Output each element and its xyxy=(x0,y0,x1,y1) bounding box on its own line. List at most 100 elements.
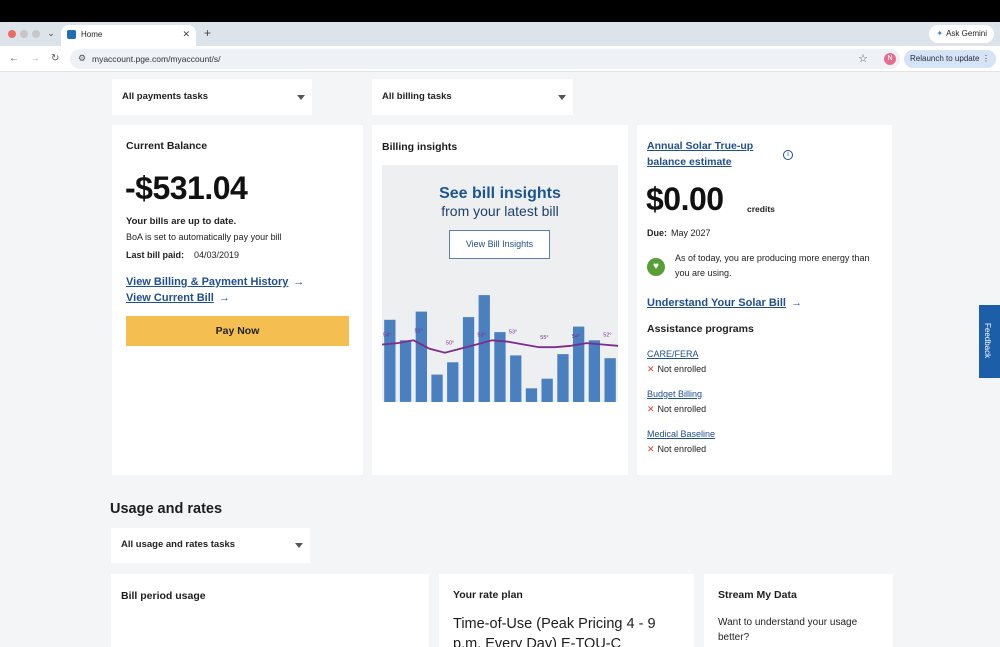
usage-bar xyxy=(573,326,585,402)
pge-favicon-icon xyxy=(67,30,76,39)
usage-tasks-label: All usage and rates tasks xyxy=(121,539,236,550)
balance-amount: -$531.04 xyxy=(125,170,248,206)
assistance-title: Assistance programs xyxy=(647,323,754,335)
understand-solar-bill-link[interactable]: Understand Your Solar Bill → xyxy=(647,297,802,309)
temperature-line xyxy=(382,339,618,354)
tab-title: Home xyxy=(81,30,103,39)
billing-insights-card: Billing insights See bill insights from … xyxy=(372,125,628,475)
card-title: Stream My Data xyxy=(718,589,797,601)
temperature-label: 51° xyxy=(415,328,423,334)
card-title: Your rate plan xyxy=(453,589,523,601)
solar-trueup-link[interactable]: Annual Solar True-up xyxy=(647,140,754,152)
tab-strip: ⌄ Home ✕ + ✦ Ask Gemini xyxy=(0,22,1000,46)
billing-tasks-select[interactable]: All billing tasks xyxy=(372,79,573,115)
usage-bar xyxy=(415,311,427,402)
url-input[interactable]: ⚙ myaccount.pge.com/myaccount/s/ ☆ xyxy=(70,49,900,69)
card-title: Bill period usage xyxy=(121,590,206,602)
current-bill-link[interactable]: View Current Bill → xyxy=(126,292,230,304)
solar-amount: $0.00 xyxy=(646,181,724,217)
close-tab-icon[interactable]: ✕ xyxy=(182,29,190,39)
care-fera-link[interactable]: CARE/FERA xyxy=(647,349,699,359)
url-text: myaccount.pge.com/myaccount/s/ xyxy=(92,54,221,64)
bill-status: Your bills are up to date. xyxy=(126,216,237,227)
usage-bar xyxy=(510,355,522,402)
new-tab-icon[interactable]: + xyxy=(204,26,212,40)
reload-icon[interactable]: ↻ xyxy=(51,53,60,64)
usage-bar xyxy=(604,358,616,402)
usage-bar xyxy=(494,332,506,402)
card-title: Billing insights xyxy=(382,141,458,153)
back-icon[interactable]: ← xyxy=(9,53,19,64)
heart-check-icon: ♥ xyxy=(647,258,665,276)
arrow-right-icon: → xyxy=(218,292,230,304)
bookmark-star-icon[interactable]: ☆ xyxy=(858,53,868,65)
arrow-right-icon: → xyxy=(790,297,802,309)
insights-headline: See bill insights xyxy=(439,185,561,202)
temperature-label: 53° xyxy=(509,330,517,336)
bill-insights-banner: See bill insights from your latest bill … xyxy=(382,165,618,402)
current-bill-label: View Current Bill xyxy=(126,292,214,304)
maximize-window-button[interactable] xyxy=(32,30,40,38)
x-icon: ✕ xyxy=(647,364,655,374)
usage-bar xyxy=(431,374,443,402)
stream-description: Want to understand your usage better? xyxy=(718,617,858,643)
usage-bar xyxy=(399,340,412,402)
billing-history-link[interactable]: View Billing & Payment History → xyxy=(126,276,304,288)
info-icon[interactable]: i xyxy=(783,150,793,160)
payments-tasks-label: All payments tasks xyxy=(122,91,209,102)
due-value: May 2027 xyxy=(671,228,711,238)
temperature-label: 52° xyxy=(603,333,611,339)
profile-avatar[interactable]: N xyxy=(884,53,896,65)
solar-message-line2: you are using. xyxy=(675,268,732,278)
close-window-button[interactable] xyxy=(8,30,16,38)
solar-trueup-link-line2[interactable]: balance estimate xyxy=(647,156,732,168)
ask-gemini-label: Ask Gemini xyxy=(946,29,987,38)
medical-baseline-link[interactable]: Medical Baseline xyxy=(647,429,716,439)
temperature-label: 55° xyxy=(540,335,548,341)
chevron-down-icon xyxy=(295,543,303,548)
feedback-tab[interactable]: Feedback xyxy=(979,305,1000,378)
last-paid-label: Last bill paid: xyxy=(126,250,185,260)
relaunch-label: Relaunch to update xyxy=(910,54,980,63)
program-status-text: Not enrolled xyxy=(657,364,707,374)
chevron-down-icon xyxy=(297,95,305,100)
usage-bar xyxy=(478,295,490,402)
usage-bar xyxy=(541,378,553,402)
usage-bar xyxy=(462,317,475,402)
arrow-right-icon: → xyxy=(293,276,305,288)
forward-icon[interactable]: → xyxy=(30,53,40,64)
site-info-icon[interactable]: ⚙ xyxy=(78,53,87,63)
program-status: ✕ Not enrolled xyxy=(647,444,706,455)
tab-home[interactable]: Home ✕ xyxy=(61,25,196,46)
feedback-label: Feedback xyxy=(983,323,992,359)
usage-bar xyxy=(447,362,459,402)
usage-bar xyxy=(384,319,396,402)
view-bill-insights-button[interactable]: View Bill Insights xyxy=(449,230,550,259)
usage-bar xyxy=(557,354,569,402)
card-title: Current Balance xyxy=(126,140,208,152)
rate-plan-card: Your rate plan Time-of-Use (Peak Pricing… xyxy=(439,574,694,647)
billing-tasks-label: All billing tasks xyxy=(382,91,452,102)
pay-now-button[interactable]: Pay Now xyxy=(126,316,349,346)
solar-message-line1: As of today, you are producing more ener… xyxy=(675,253,870,263)
temperature-label: 53° xyxy=(477,333,485,339)
relaunch-button[interactable]: Relaunch to update ⋮ xyxy=(904,50,996,68)
tab-search-icon[interactable]: ⌄ xyxy=(47,28,55,38)
program-status: ✕ Not enrolled xyxy=(647,364,706,375)
credits-label: credits xyxy=(747,204,775,214)
x-icon: ✕ xyxy=(647,444,655,454)
usage-tasks-select[interactable]: All usage and rates tasks xyxy=(111,528,310,563)
usage-bar xyxy=(588,340,600,402)
address-bar: ← → ↻ ⚙ myaccount.pge.com/myaccount/s/ ☆… xyxy=(0,46,1000,72)
more-menu-icon[interactable]: ⋮ xyxy=(982,54,990,63)
current-balance-card: Current Balance -$531.04 Your bills are … xyxy=(112,125,363,475)
ask-gemini-button[interactable]: ✦ Ask Gemini xyxy=(929,25,994,43)
chevron-down-icon xyxy=(558,95,566,100)
gemini-sparkle-icon: ✦ xyxy=(936,29,944,38)
billing-history-label: View Billing & Payment History xyxy=(126,276,289,288)
budget-billing-link[interactable]: Budget Billing xyxy=(647,389,703,399)
program-status: ✕ Not enrolled xyxy=(647,404,706,415)
payments-tasks-select[interactable]: All payments tasks xyxy=(112,79,312,115)
minimize-window-button[interactable] xyxy=(20,30,28,38)
x-icon: ✕ xyxy=(647,404,655,414)
